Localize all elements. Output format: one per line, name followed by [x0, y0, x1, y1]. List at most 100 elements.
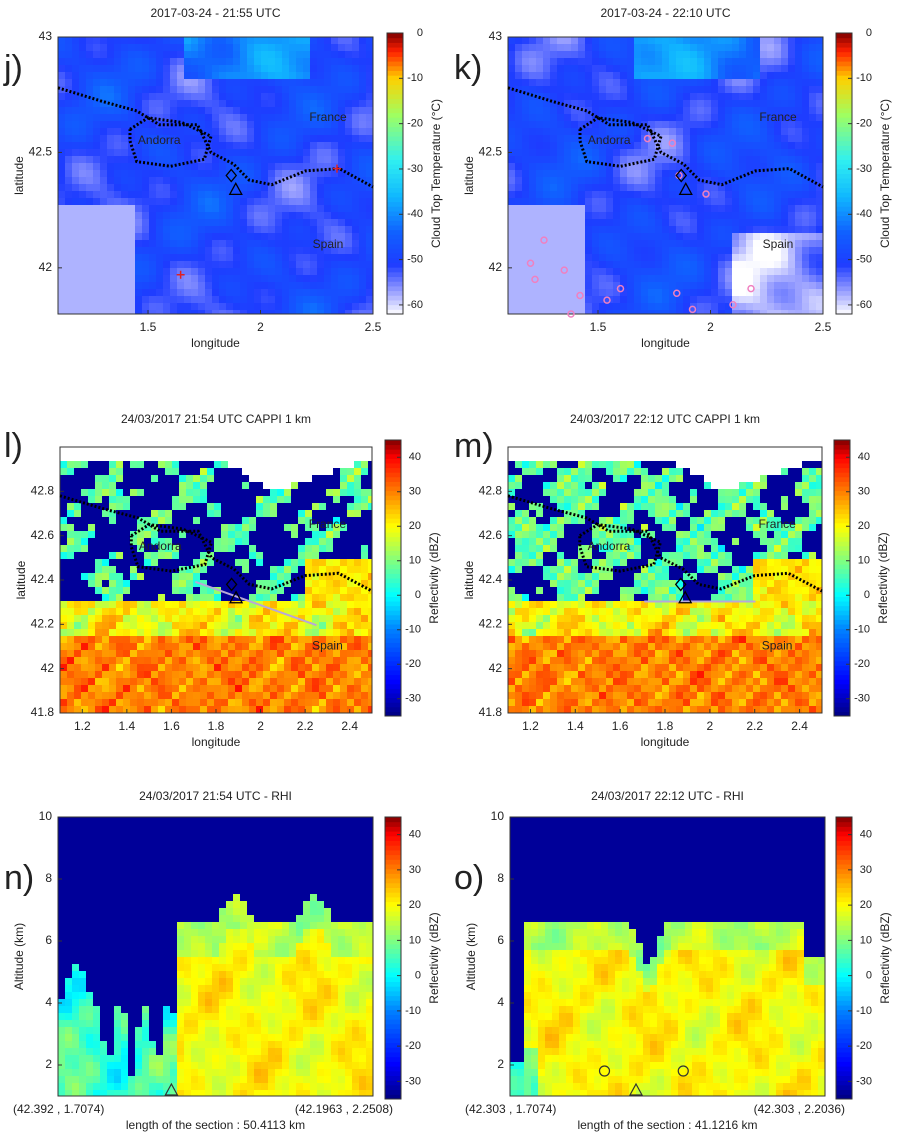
field-cell [732, 233, 739, 240]
field-cell [58, 275, 65, 282]
field-cell [627, 100, 634, 107]
field-cell [352, 233, 359, 240]
field-cell [256, 608, 263, 615]
field-cell [753, 44, 760, 51]
field-cell [254, 219, 261, 226]
field-cell [144, 671, 151, 678]
field-cell [95, 692, 102, 699]
field-cell [585, 170, 592, 177]
field-cell [130, 608, 137, 615]
field-cell [219, 86, 226, 93]
field-cell [317, 149, 324, 156]
field-cell [261, 142, 268, 149]
field-cell [116, 496, 123, 503]
field-cell [676, 37, 683, 44]
field-cell [219, 72, 226, 79]
field-cell [228, 454, 235, 461]
field-cell [212, 93, 219, 100]
field-cell [186, 699, 193, 706]
field-cell [732, 93, 739, 100]
field-cell [172, 615, 179, 622]
field-cell [263, 671, 270, 678]
field-cell [205, 219, 212, 226]
field-cell [718, 44, 725, 51]
field-cell [669, 247, 676, 254]
field-cell [331, 44, 338, 51]
field-cell [226, 37, 233, 44]
field-cell [144, 664, 151, 671]
field-cell [324, 296, 331, 303]
field-cell [214, 503, 221, 510]
field-cell [254, 247, 261, 254]
field-cell [662, 254, 669, 261]
field-cell [179, 685, 186, 692]
field-cell [711, 37, 718, 44]
field-cell [60, 573, 67, 580]
field-cell [151, 468, 158, 475]
field-cell [60, 587, 67, 594]
field-cell [802, 114, 809, 121]
field-cell [275, 93, 282, 100]
field-cell [242, 650, 249, 657]
field-cell [121, 303, 128, 310]
colorbar-slice [387, 113, 403, 118]
field-cell [536, 254, 543, 261]
field-cell [296, 93, 303, 100]
field-cell [746, 44, 753, 51]
field-cell [781, 289, 788, 296]
field-cell [697, 114, 704, 121]
field-cell [718, 128, 725, 135]
field-cell [130, 580, 137, 587]
field-cell [760, 268, 767, 275]
field-cell [802, 254, 809, 261]
field-cell [802, 149, 809, 156]
field-cell [158, 615, 165, 622]
field-cell [571, 261, 578, 268]
field-cell [550, 261, 557, 268]
field-cell [226, 100, 233, 107]
field-cell [697, 79, 704, 86]
field-cell [79, 170, 86, 177]
field-cell [102, 657, 109, 664]
field-cell [219, 142, 226, 149]
field-cell [186, 468, 193, 475]
field-cell [802, 72, 809, 79]
field-cell [235, 454, 242, 461]
field-cell [725, 149, 732, 156]
field-cell [704, 93, 711, 100]
field-cell [669, 93, 676, 100]
field-cell [221, 517, 228, 524]
field-cell [690, 114, 697, 121]
field-cell [81, 699, 88, 706]
field-cell [669, 149, 676, 156]
field-cell [226, 212, 233, 219]
field-cell [282, 79, 289, 86]
field-cell [592, 44, 599, 51]
field-cell [149, 275, 156, 282]
colorbar-slice [836, 80, 852, 85]
field-cell [235, 482, 242, 489]
field-cell [254, 100, 261, 107]
field-cell [550, 114, 557, 121]
field-cell [88, 685, 95, 692]
field-cell [65, 205, 72, 212]
field-cell [550, 170, 557, 177]
field-cell [179, 475, 186, 482]
field-cell [149, 72, 156, 79]
field-cell [613, 37, 620, 44]
field-cell [254, 44, 261, 51]
field-cell [366, 44, 373, 51]
field-cell [627, 72, 634, 79]
field-cell [158, 503, 165, 510]
field-cell [179, 559, 186, 566]
field-cell [359, 100, 366, 107]
field-cell [270, 657, 277, 664]
field-cell [158, 629, 165, 636]
field-cell [359, 310, 366, 314]
field-cell [366, 233, 373, 240]
field-cell [261, 149, 268, 156]
field-cell [655, 212, 662, 219]
field-cell [753, 233, 760, 240]
field-cell [767, 128, 774, 135]
field-cell [725, 289, 732, 296]
